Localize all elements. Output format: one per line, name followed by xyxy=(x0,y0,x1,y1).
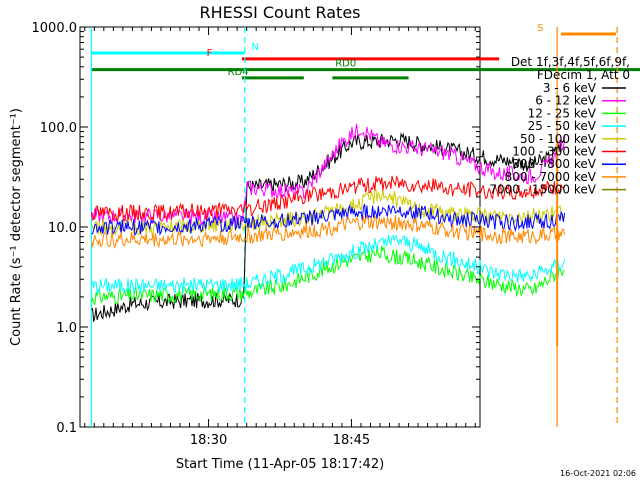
legend-entry-label: 6 - 12 keV xyxy=(535,94,597,108)
series-line-3 xyxy=(90,234,566,294)
legend-header-line-2: FDecim 1, Att 0 xyxy=(537,68,630,82)
x-axis-label: Start Time (11-Apr-05 18:17:42) xyxy=(176,457,384,472)
flag-label-s: S xyxy=(537,23,543,34)
chart-title: RHESSI Count Rates xyxy=(200,3,361,22)
x-axis: 18:30 18:45 xyxy=(84,27,476,448)
series-line-7 xyxy=(90,215,566,249)
legend-entry-label: 25 - 50 keV xyxy=(528,119,597,133)
legend-entry-label: 300 - 800 keV xyxy=(512,157,596,171)
footer-timestamp: 16-Oct-2021 02:06 xyxy=(560,469,636,478)
flag-label-f: F xyxy=(207,48,213,59)
legend-header-line-1: Det 1f,3f,4f,5f,6f,9f, xyxy=(511,55,630,69)
legend-entry-label: 3 - 6 keV xyxy=(543,81,597,95)
series-line-2 xyxy=(90,245,565,306)
flag-label-n: N xyxy=(251,42,258,53)
y-tick-label: 0.1 xyxy=(56,421,77,436)
y-axis-label: Count Rate (s⁻¹ detector segment⁻¹) xyxy=(9,108,24,346)
legend-entry-label: 7000 - 15000 keV xyxy=(489,183,596,197)
series-line-6 xyxy=(91,203,566,236)
y-tick-label: 1.0 xyxy=(56,321,77,336)
series-line-4 xyxy=(91,188,565,237)
series-line-5 xyxy=(90,175,566,222)
legend: Det 1f,3f,4f,5f,6f,9f, FDecim 1, Att 0 3… xyxy=(489,55,630,197)
legend-entry-label: 12 - 25 keV xyxy=(528,106,597,120)
series-layer xyxy=(90,123,566,346)
y-tick-label: 10.0 xyxy=(48,221,77,236)
x-tick-label: 18:45 xyxy=(333,433,370,448)
flag-label-rd0: RD0 xyxy=(335,59,356,70)
legend-entry-label: 100 - 300 keV xyxy=(512,145,596,159)
legend-entry-label: 800 - 7000 keV xyxy=(505,170,597,184)
x-tick-label: 18:30 xyxy=(190,433,227,448)
y-axis: 1000.0 100.0 10.0 1.0 0.1 xyxy=(32,21,480,436)
y-tick-label: 100.0 xyxy=(40,121,77,136)
series-line-0 xyxy=(91,132,566,322)
flag-bars: N S F RD0 RD4 xyxy=(91,23,640,80)
flag-label-rd4: RD4 xyxy=(228,67,249,78)
legend-entry-label: 50 - 100 keV xyxy=(520,132,597,146)
y-tick-label: 1000.0 xyxy=(32,21,78,36)
